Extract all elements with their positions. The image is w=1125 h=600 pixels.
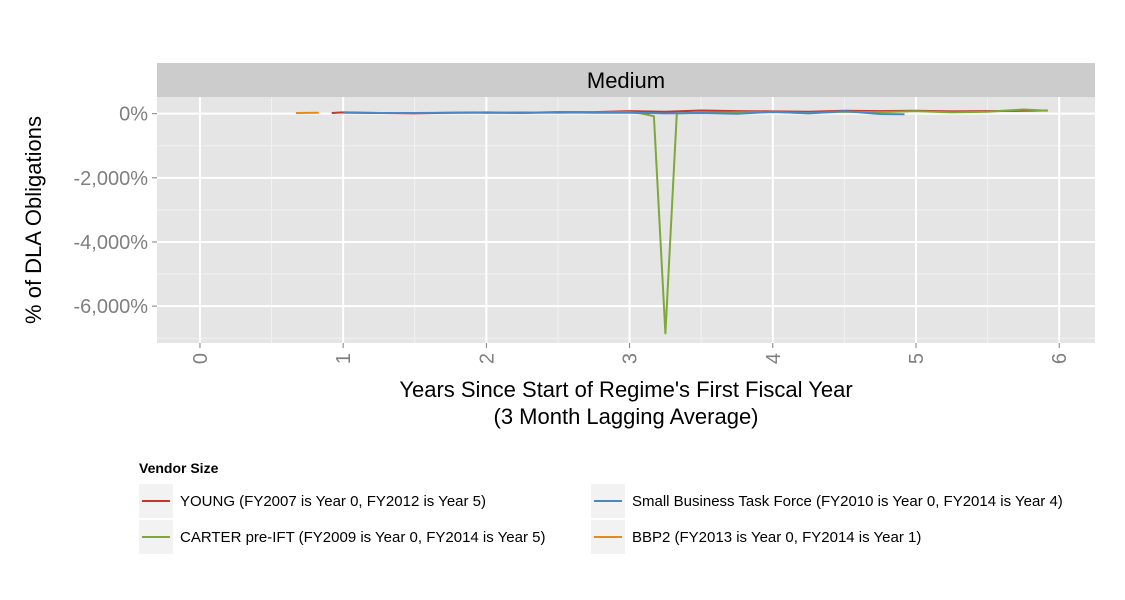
x-tick-label: 4	[763, 353, 785, 364]
legend-label-3: Small Business Task Force (FY2010 is Yea…	[632, 493, 1063, 510]
y-tick-label: -4,000%	[74, 232, 149, 254]
series-line-3	[343, 110, 905, 116]
legend-label-1: YOUNG (FY2007 is Year 0, FY2012 is Year …	[180, 493, 486, 510]
y-axis: 0% -2,000% -4,000% -6,000%	[74, 104, 157, 318]
plot-panel	[157, 97, 1095, 343]
y-tick-label: -2,000%	[74, 168, 149, 190]
facet-strip	[157, 63, 1095, 97]
x-tick-label: 5	[906, 353, 928, 364]
x-tick-label: 3	[620, 353, 642, 364]
x-axis-subtitle: (3 Month Lagging Average)	[494, 404, 759, 429]
legend: YOUNG (FY2007 is Year 0, FY2012 is Year …	[139, 484, 1063, 554]
facet-label: Medium	[587, 68, 665, 93]
legend-label-4: BBP2 (FY2013 is Year 0, FY2014 is Year 1…	[632, 529, 921, 546]
x-tick-label: 0	[190, 353, 212, 364]
x-tick-label: 6	[1049, 353, 1071, 364]
series-lines	[295, 108, 1048, 335]
x-axis-title: Years Since Start of Regime's First Fisc…	[399, 377, 852, 402]
x-tick-label: 1	[333, 353, 355, 364]
y-axis-title: % of DLA Obligations	[21, 116, 46, 324]
legend-label-2: CARTER pre-IFT (FY2009 is Year 0, FY2014…	[180, 529, 545, 546]
x-tick-label: 2	[476, 353, 498, 364]
y-tick-label: -6,000%	[74, 296, 149, 318]
x-axis: 0 1 2 3 4 5 6	[190, 343, 1071, 364]
grid-minor	[157, 97, 1095, 343]
legend-title: Vendor Size	[139, 460, 219, 476]
y-tick-label: 0%	[119, 104, 148, 126]
